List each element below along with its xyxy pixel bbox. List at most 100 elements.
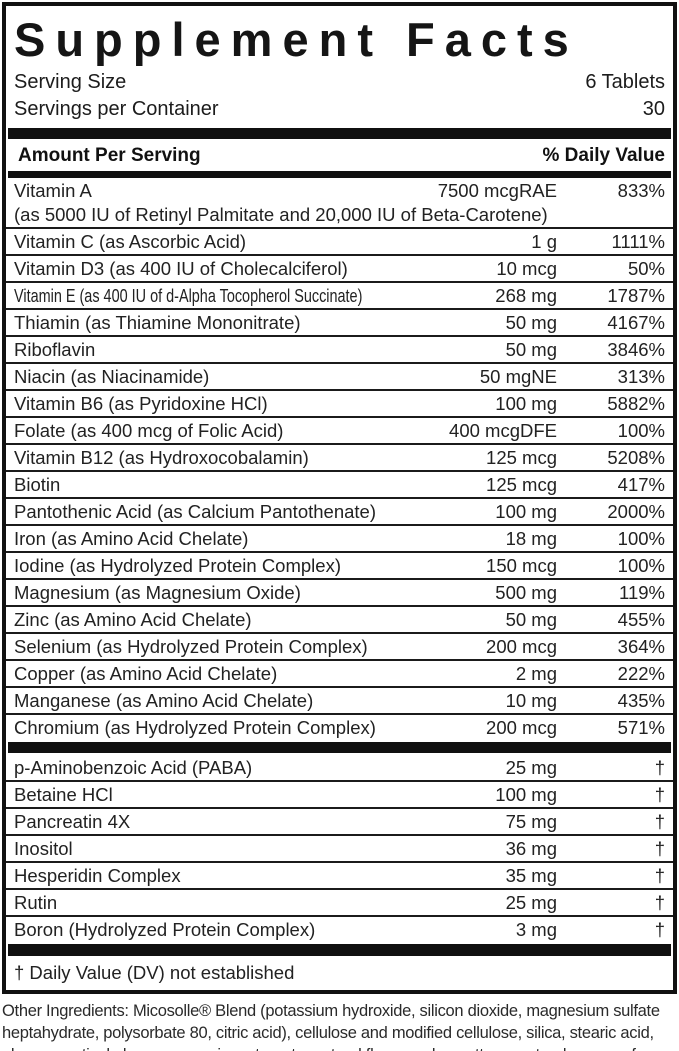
nutrient-row: Selenium (as Hydrolyzed Protein Complex)…	[6, 632, 673, 659]
nutrient-row-main: Vitamin E (as 400 IU of d-Alpha Tocopher…	[6, 283, 673, 308]
nutrient-row-main: Biotin 125 mcg 417%	[6, 472, 673, 497]
nutrient-name: Hesperidin Complex	[14, 865, 181, 886]
nutrient-daily-value: †	[654, 838, 665, 859]
nutrient-daily-value: †	[654, 919, 665, 940]
nutrient-row: Betaine HCl 100 mg †	[6, 780, 673, 807]
nutrient-row-main: Pantothenic Acid (as Calcium Pantothenat…	[6, 499, 673, 524]
nutrient-amount: 18 mg	[505, 528, 557, 549]
nutrient-row-main: Rutin 25 mg †	[6, 890, 673, 915]
nutrient-amount: 2 mg	[515, 663, 557, 684]
nutrient-row-main: Chromium (as Hydrolyzed Protein Complex)…	[6, 715, 673, 740]
nutrient-name: Riboflavin	[14, 339, 96, 360]
nutrient-name: Vitamin D3 (as 400 IU of Cholecalciferol…	[14, 258, 348, 279]
nutrient-name: p-Aminobenzoic Acid (PABA)	[14, 757, 253, 778]
nutrient-row: Pancreatin 4X 75 mg †	[6, 807, 673, 834]
nutrient-daily-value: 4167%	[607, 312, 665, 333]
nutrient-name: Pantothenic Acid (as Calcium Pantothenat…	[14, 501, 376, 522]
nutrient-row-main: Vitamin C (as Ascorbic Acid) 1 g 1111%	[6, 229, 673, 254]
nutrient-amount: 500 mg	[495, 582, 557, 603]
nutrient-name: Inositol	[14, 838, 73, 859]
nutrient-name: Iodine (as Hydrolyzed Protein Complex)	[14, 555, 341, 576]
nutrient-amount: 75 mg	[505, 811, 557, 832]
section-divider-bar	[8, 944, 671, 956]
nutrient-row: Pantothenic Acid (as Calcium Pantothenat…	[6, 497, 673, 524]
nutrient-row: Vitamin C (as Ascorbic Acid) 1 g 1111%	[6, 227, 673, 254]
nutrient-daily-value: 3846%	[607, 339, 665, 360]
nutrient-row: Inositol 36 mg †	[6, 834, 673, 861]
nutrient-row-main: Manganese (as Amino Acid Chelate) 10 mg …	[6, 688, 673, 713]
nutrient-row-main: Vitamin B12 (as Hydroxocobalamin) 125 mc…	[6, 445, 673, 470]
nutrient-name: Copper (as Amino Acid Chelate)	[14, 663, 278, 684]
nutrient-row: Magnesium (as Magnesium Oxide) 500 mg 11…	[6, 578, 673, 605]
nutrient-row-main: Inositol 36 mg †	[6, 836, 673, 861]
nutrient-row-main: Thiamin (as Thiamine Mononitrate) 50 mg …	[6, 310, 673, 335]
nutrient-daily-value: 100%	[617, 420, 665, 441]
nutrient-row: Chromium (as Hydrolyzed Protein Complex)…	[6, 713, 673, 740]
nutrient-row: Vitamin A 7500 mcgRAE 833% (as 5000 IU o…	[6, 178, 673, 227]
nutrient-daily-value: 119%	[619, 582, 665, 603]
nutrient-daily-value: 833%	[617, 180, 665, 201]
nutrient-daily-value: 1787%	[607, 285, 665, 306]
supplement-facts-panel: Supplement Facts Serving Size 6 Tablets …	[2, 2, 677, 994]
nutrient-row: Iodine (as Hydrolyzed Protein Complex) 1…	[6, 551, 673, 578]
servings-per-container-value: 30	[642, 98, 665, 120]
nutrient-row: Vitamin B6 (as Pyridoxine HCl) 100 mg 58…	[6, 389, 673, 416]
nutrient-amount: 7500 mcgRAE	[437, 180, 557, 201]
nutrient-amount: 36 mg	[505, 838, 557, 859]
nutrient-daily-value: 1111%	[611, 231, 666, 252]
nutrient-name: Chromium (as Hydrolyzed Protein Complex)	[14, 717, 376, 738]
nutrient-row-main: Riboflavin 50 mg 3846%	[6, 337, 673, 362]
nutrient-amount: 150 mcg	[486, 555, 557, 576]
nutrient-name: Vitamin E (as 400 IU of d-Alpha Tocopher…	[14, 285, 363, 306]
nutrient-daily-value: †	[654, 892, 665, 913]
nutrient-amount: 3 mg	[515, 919, 557, 940]
nutrient-amount: 1 g	[531, 231, 557, 252]
nutrient-row: Rutin 25 mg †	[6, 888, 673, 915]
nutrient-amount: 50 mgNE	[479, 366, 557, 387]
servings-per-container-label: Servings per Container	[14, 98, 219, 120]
nutrient-row-main: Hesperidin Complex 35 mg †	[6, 863, 673, 888]
section-divider-bar	[8, 742, 671, 753]
nutrient-daily-value: 5208%	[607, 447, 665, 468]
nutrient-daily-value: 571%	[617, 717, 665, 738]
nutrient-amount: 200 mcg	[486, 717, 557, 738]
nutrient-row: Iron (as Amino Acid Chelate) 18 mg 100%	[6, 524, 673, 551]
nutrient-name: Manganese (as Amino Acid Chelate)	[14, 690, 314, 711]
nutrient-daily-value: 435%	[617, 690, 665, 711]
nutrient-amount: 400 mcgDFE	[449, 420, 557, 441]
serving-size-label: Serving Size	[14, 71, 127, 93]
nutrient-name: Iron (as Amino Acid Chelate)	[14, 528, 249, 549]
other-nutrients-list: p-Aminobenzoic Acid (PABA) 25 mg † Betai…	[6, 755, 673, 942]
serving-size-row: Serving Size 6 Tablets	[6, 69, 673, 96]
nutrient-row: Niacin (as Niacinamide) 50 mgNE 313%	[6, 362, 673, 389]
nutrient-row-main: Magnesium (as Magnesium Oxide) 500 mg 11…	[6, 580, 673, 605]
nutrient-name: Vitamin C (as Ascorbic Acid)	[14, 231, 247, 252]
percent-daily-value-header: % Daily Value	[542, 145, 665, 166]
nutrient-row: Folate (as 400 mcg of Folic Acid) 400 mc…	[6, 416, 673, 443]
nutrient-name: Niacin (as Niacinamide)	[14, 366, 210, 387]
other-ingredients-text: Other Ingredients: Micosolle® Blend (pot…	[2, 1002, 660, 1051]
nutrient-row-main: Boron (Hydrolyzed Protein Complex) 3 mg …	[6, 917, 673, 942]
nutrient-daily-value: †	[654, 865, 665, 886]
nutrient-name: Thiamin (as Thiamine Mononitrate)	[14, 312, 301, 333]
nutrient-amount: 25 mg	[505, 892, 557, 913]
nutrient-row: p-Aminobenzoic Acid (PABA) 25 mg †	[6, 755, 673, 780]
nutrient-daily-value: 50%	[627, 258, 665, 279]
daily-value-footnote: † Daily Value (DV) not established	[14, 962, 295, 983]
nutrient-name: Zinc (as Amino Acid Chelate)	[14, 609, 252, 630]
nutrient-row: Riboflavin 50 mg 3846%	[6, 335, 673, 362]
nutrient-row-main: Vitamin A 7500 mcgRAE 833%	[6, 178, 673, 203]
section-divider-bar	[8, 128, 671, 139]
nutrient-amount: 10 mg	[505, 690, 557, 711]
nutrient-daily-value: 100%	[617, 555, 665, 576]
nutrient-amount: 50 mg	[505, 339, 557, 360]
nutrient-row: Vitamin D3 (as 400 IU of Cholecalciferol…	[6, 254, 673, 281]
nutrient-row-main: Selenium (as Hydrolyzed Protein Complex)…	[6, 634, 673, 659]
nutrient-row: Copper (as Amino Acid Chelate) 2 mg 222%	[6, 659, 673, 686]
nutrient-row: Biotin 125 mcg 417%	[6, 470, 673, 497]
nutrient-daily-value: 100%	[617, 528, 665, 549]
nutrient-name: Selenium (as Hydrolyzed Protein Complex)	[14, 636, 368, 657]
nutrient-row: Thiamin (as Thiamine Mononitrate) 50 mg …	[6, 308, 673, 335]
nutrient-row: Vitamin B12 (as Hydroxocobalamin) 125 mc…	[6, 443, 673, 470]
nutrient-amount: 10 mcg	[496, 258, 557, 279]
